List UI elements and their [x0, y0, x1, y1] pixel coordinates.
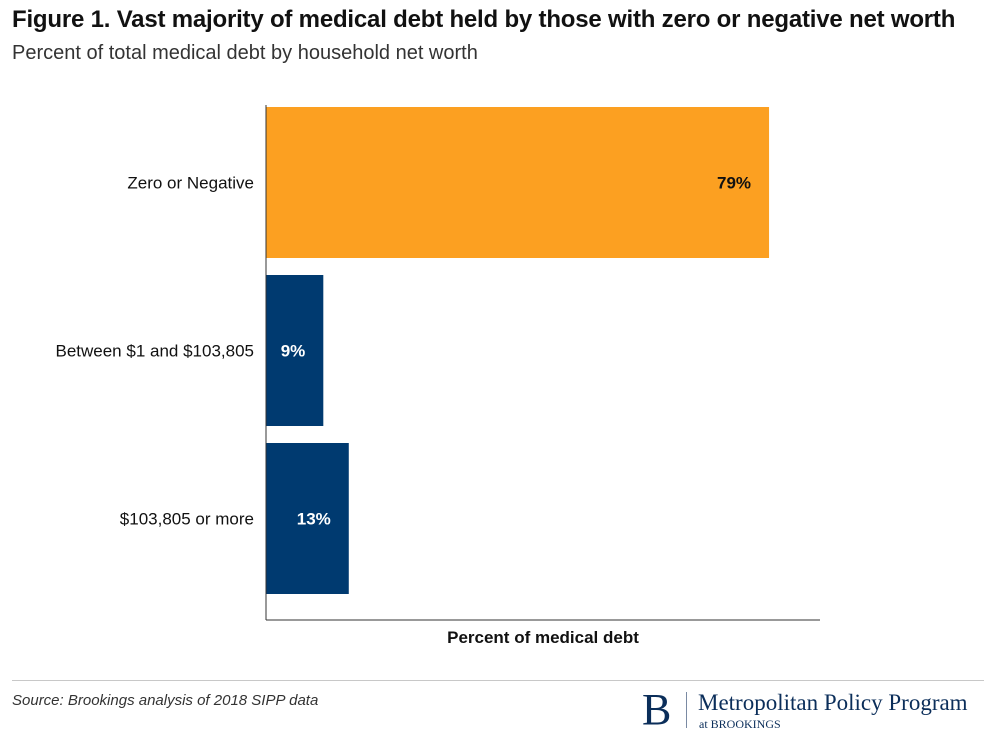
- chart-title: Figure 1. Vast majority of medical debt …: [12, 6, 956, 33]
- x-axis-title: Percent of medical debt: [447, 628, 639, 647]
- logo-divider: [686, 692, 687, 728]
- chart-subtitle: Percent of total medical debt by househo…: [12, 42, 478, 64]
- value-label-1: 79%: [717, 174, 751, 193]
- brookings-b-logo-mark: B: [642, 685, 672, 734]
- logo-affiliation: at BROOKINGS: [699, 717, 781, 731]
- category-label-1: Zero or Negative: [127, 174, 254, 193]
- brookings-logo: B Metropolitan Policy Program at BROOKIN…: [642, 688, 987, 736]
- footer-divider: [12, 680, 984, 681]
- bar-2: [266, 275, 324, 426]
- source-note: Source: Brookings analysis of 2018 SIPP …: [12, 692, 319, 709]
- bar-3: [266, 443, 349, 594]
- bar-1: [266, 107, 770, 258]
- category-label-2: Between $1 and $103,805: [55, 342, 254, 361]
- category-label-3: $103,805 or more: [120, 510, 254, 529]
- value-label-3: 13%: [297, 510, 331, 529]
- bar-chart: Zero or Negative 79% Between $1 and $103,8…: [55, 105, 820, 647]
- value-label-2: 9%: [281, 342, 306, 361]
- logo-program-name: Metropolitan Policy Program: [698, 690, 968, 715]
